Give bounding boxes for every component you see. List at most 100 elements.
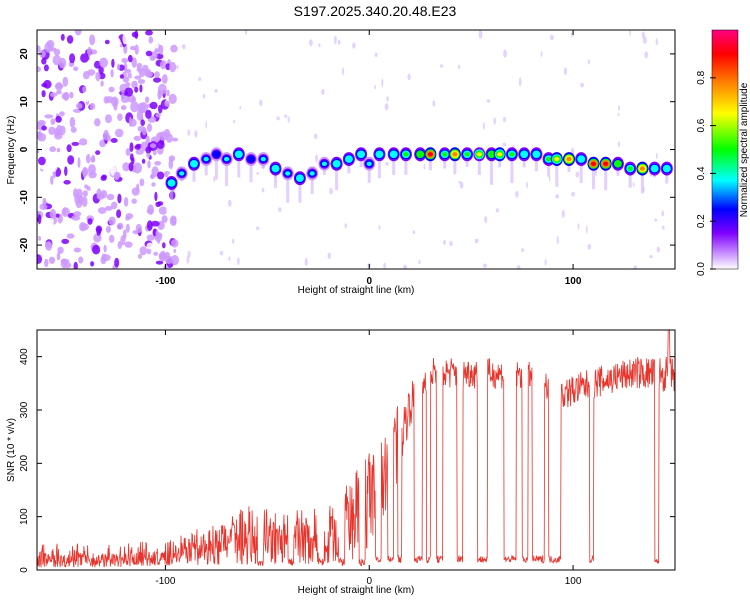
noise-speckle (120, 235, 126, 246)
noise-speckle (56, 148, 61, 153)
signal-streak (579, 155, 583, 184)
noise-speckle (259, 99, 263, 107)
noise-speckle (122, 76, 130, 83)
noise-speckle (134, 86, 139, 93)
noise-speckle (482, 122, 485, 130)
noise-speckle (117, 113, 123, 121)
noise-speckle (384, 103, 389, 111)
signal-blob (533, 152, 540, 157)
noise-speckle (521, 248, 525, 253)
noise-speckle (37, 254, 43, 264)
noise-speckle (135, 149, 144, 155)
noise-speckle (130, 45, 136, 51)
noise-speckle (158, 104, 163, 114)
noise-speckle (84, 184, 88, 189)
signal-blob (168, 180, 175, 186)
noise-speckle (202, 94, 206, 99)
signal-blob (566, 156, 572, 162)
noise-speckle (40, 234, 44, 239)
noise-speckle (145, 82, 150, 88)
noise-speckle (78, 256, 84, 264)
noise-speckle (149, 101, 158, 110)
noise-speckle (313, 133, 318, 139)
noise-speckle (128, 162, 134, 172)
noise-speckle (98, 192, 104, 198)
noise-speckle (403, 264, 407, 269)
signal-blob (213, 152, 219, 157)
noise-speckle (66, 35, 74, 44)
noise-speckle (173, 249, 177, 253)
noise-speckle (155, 112, 161, 118)
noise-speckle (147, 204, 155, 215)
noise-speckle (495, 208, 499, 213)
noise-speckle (127, 250, 131, 256)
signal-blob (358, 152, 364, 157)
noise-speckle (101, 174, 107, 180)
noise-speckle (561, 209, 565, 218)
noise-speckle (276, 116, 280, 121)
noise-speckle (181, 44, 186, 50)
signal-blob (203, 156, 209, 162)
noise-speckle (49, 146, 57, 153)
signal-blob (191, 161, 197, 166)
noise-speckle (158, 131, 168, 141)
noise-speckle (518, 77, 522, 87)
noise-speckle (41, 58, 47, 65)
noise-speckle (304, 257, 308, 266)
noise-speckle (56, 252, 61, 261)
x-tick-label: 0 (366, 576, 372, 587)
noise-speckle (486, 99, 491, 103)
noise-speckle (69, 108, 73, 117)
noise-speckle (237, 257, 240, 266)
noise-speckle (407, 73, 411, 81)
noise-speckle (64, 166, 68, 177)
noise-speckle (176, 65, 179, 70)
snr-axes: -100 0 100 0 100 200 300 400 (19, 330, 675, 587)
signal-blob (664, 166, 670, 171)
noise-speckle (344, 223, 347, 229)
signal-blob (272, 166, 279, 171)
signal-blob (366, 161, 372, 166)
noise-speckle (423, 163, 426, 170)
noise-speckle (374, 84, 377, 90)
signal-streak (604, 159, 608, 191)
noise-speckle (580, 82, 584, 88)
noise-speckle (587, 59, 591, 65)
noise-speckle (109, 234, 115, 243)
snr-frame (36, 329, 676, 571)
colorbar-gradient (711, 29, 739, 270)
noise-speckle (119, 74, 124, 79)
noise-speckle (135, 223, 142, 234)
signal-blob (285, 171, 291, 176)
noise-speckle (131, 57, 137, 68)
noise-speckle (124, 241, 133, 248)
noise-speckle (641, 31, 645, 39)
snr-marks (37, 330, 675, 568)
noise-speckle (482, 263, 487, 268)
noise-speckle (38, 156, 46, 166)
signal-blob (476, 152, 482, 157)
signal-streak (249, 155, 253, 183)
y-tick-label: 100 (19, 508, 30, 525)
signal-blob (627, 166, 633, 171)
noise-speckle (644, 51, 648, 59)
noise-speckle (145, 30, 153, 36)
noise-speckle (168, 155, 176, 162)
y-tick-label: 300 (19, 401, 30, 418)
noise-speckle (62, 207, 67, 216)
noise-speckle (134, 30, 139, 39)
noise-speckle (87, 69, 96, 76)
signal-streak (640, 164, 644, 194)
noise-speckle (151, 166, 159, 177)
noise-speckle (233, 119, 236, 124)
noise-speckle (147, 123, 152, 133)
noise-speckle (146, 234, 155, 241)
noise-speckle (214, 89, 218, 93)
x-tick-label: -100 (155, 276, 175, 287)
noise-speckle (458, 64, 461, 70)
noise-speckle (493, 117, 497, 125)
noise-speckle (78, 138, 88, 146)
noise-speckle (110, 69, 114, 78)
noise-speckle (502, 142, 507, 147)
noise-speckle (232, 238, 235, 244)
